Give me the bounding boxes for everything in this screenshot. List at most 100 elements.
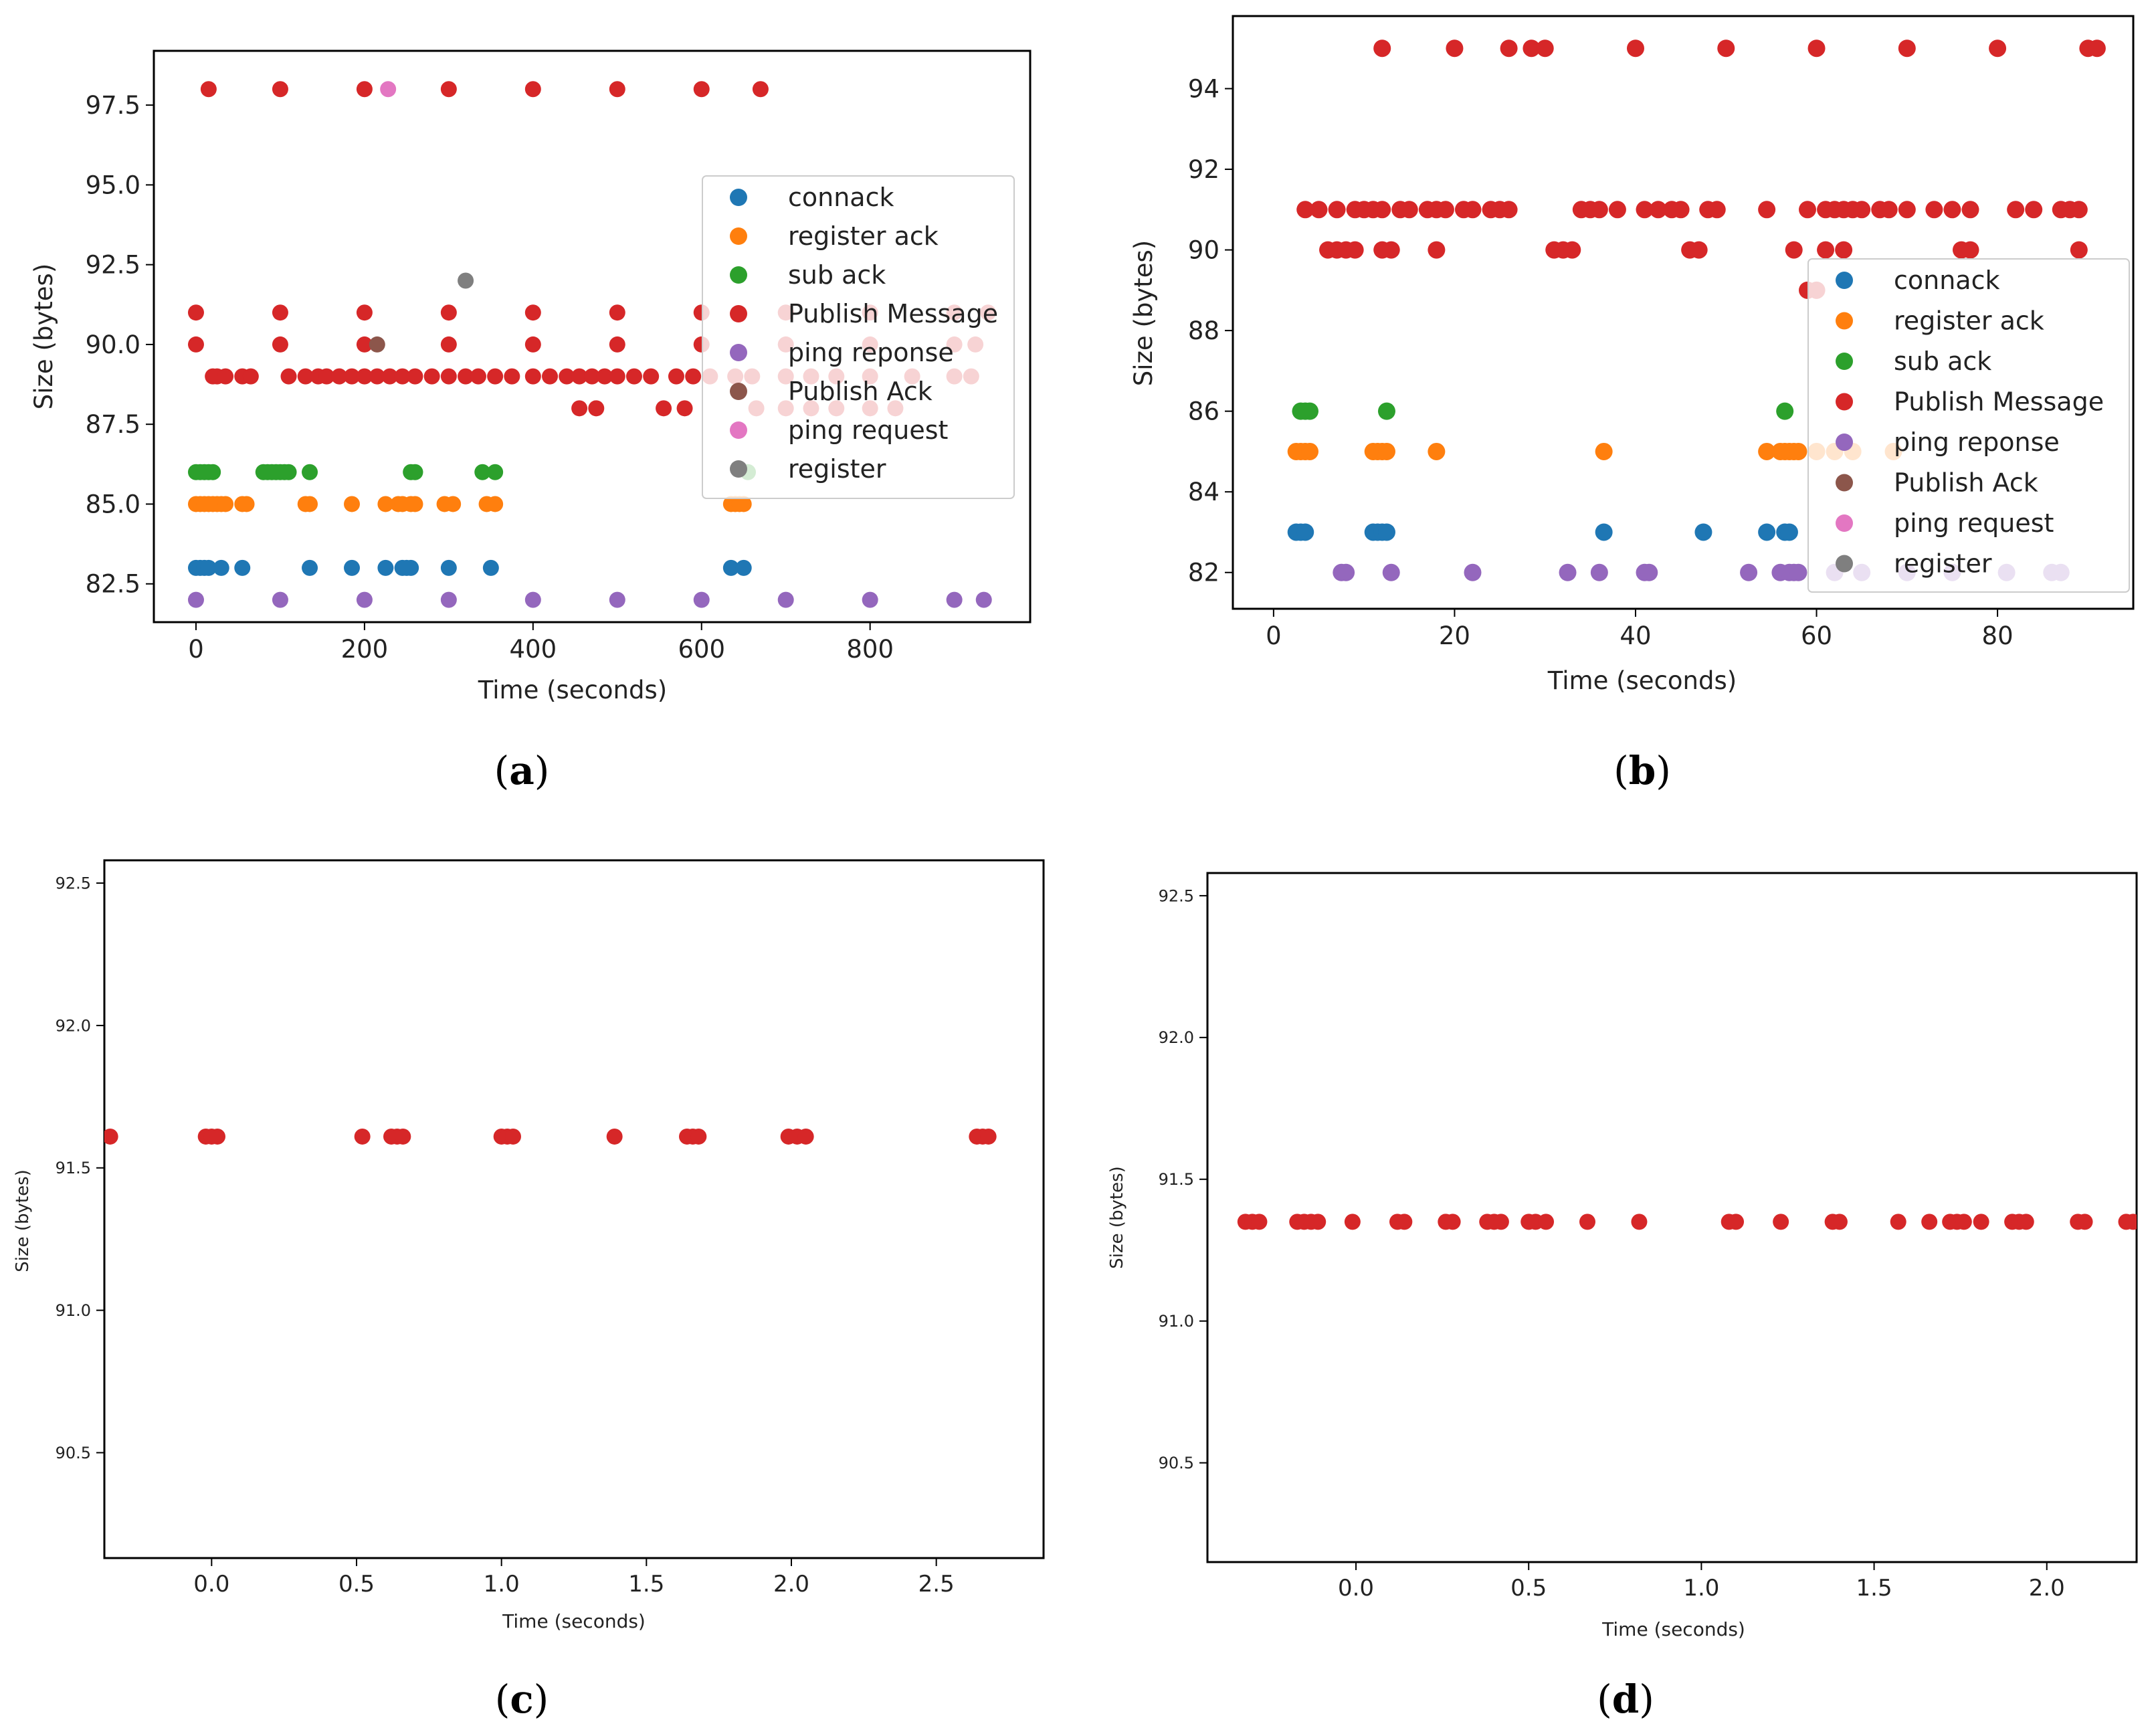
data-point-ping-reponse	[1382, 563, 1400, 581]
data-point-publish-message	[331, 368, 348, 385]
data-point-connack	[1377, 523, 1395, 541]
data-point-ping-reponse	[356, 591, 373, 608]
data-point-publish-message	[354, 1128, 371, 1145]
data-point-publish-message	[394, 368, 411, 385]
data-point-sub-ack	[474, 464, 491, 480]
data-point-publish-message	[1608, 201, 1626, 219]
data-point-register-ack	[1377, 442, 1395, 460]
legend-label-publish-message: Publish Message	[788, 299, 998, 328]
data-point-register-ack	[302, 496, 318, 512]
caption-c-letter: c	[510, 1676, 533, 1722]
data-point-publish-message	[690, 1128, 707, 1145]
data-point-publish-message	[1817, 241, 1835, 259]
data-point-publish-message	[2070, 201, 2088, 219]
x-tick-label: 0.0	[1338, 1575, 1374, 1602]
data-point-register-ack	[1595, 442, 1613, 460]
data-point-publish-message	[1563, 241, 1581, 259]
data-point-publish-message	[440, 336, 457, 353]
x-tick-label: 0	[188, 635, 204, 664]
data-point-publish-message	[2018, 1214, 2034, 1230]
legend-marker-connack	[1836, 272, 1853, 289]
legend-marker-ping-request	[730, 421, 747, 439]
data-point-publish-message	[272, 336, 288, 353]
data-point-connack	[344, 559, 361, 576]
legend-marker-ping-request	[1836, 514, 1853, 532]
data-point-publish-message	[356, 304, 373, 321]
data-point-publish-message	[980, 1128, 997, 1145]
y-tick-label: 90.0	[86, 330, 140, 359]
x-axis-label-a: Time (seconds)	[478, 676, 667, 704]
legend-label-sub-ack: sub ack	[1894, 347, 1991, 376]
data-point-connack	[735, 559, 752, 576]
x-tick-label: 60	[1801, 621, 1832, 650]
y-tick-label: 92.0	[56, 1016, 91, 1035]
data-point-publish-message	[1943, 201, 1961, 219]
y-tick-label: 84	[1188, 478, 1219, 506]
y-tick-label: 90.5	[1159, 1454, 1194, 1472]
x-tick-label: 0.5	[1510, 1575, 1547, 1602]
data-point-publish-message	[1373, 201, 1391, 219]
legend-marker-register	[1836, 555, 1853, 573]
points-d	[1237, 1214, 2137, 1230]
data-point-publish-message	[1773, 1214, 1789, 1230]
data-point-publish-message	[1373, 39, 1391, 58]
data-point-publish-message	[1400, 201, 1418, 219]
data-point-ping-reponse	[975, 591, 992, 608]
x-tick-label: 800	[846, 635, 894, 664]
data-point-connack	[213, 559, 229, 576]
data-point-connack	[1296, 523, 1314, 541]
data-point-publish-message	[440, 81, 457, 98]
data-point-publish-message	[524, 336, 541, 353]
legend-marker-register-ack	[1836, 312, 1853, 330]
data-point-publish-message	[356, 81, 373, 98]
data-point-register-ack	[1428, 442, 1446, 460]
data-point-publish-message	[1785, 241, 1803, 259]
legend-marker-ping-reponse	[730, 344, 747, 361]
data-point-publish-message	[1310, 1214, 1327, 1230]
data-point-publish-message	[685, 368, 702, 385]
data-point-publish-message	[1296, 201, 1314, 219]
panel-d: 0.0 0.5 1.0 1.5 2.0 90.5 91.0 91.5 92.0 92.5 Time…	[1107, 872, 2138, 1722]
data-point-publish-message	[104, 1128, 118, 1145]
data-point-publish-ack	[369, 336, 385, 353]
caption-a: (a)	[494, 748, 550, 793]
axis-ticks-a: 0 200 400 600 800 82.5 85.0 87.5 90.0 92.5 95.0 97.…	[86, 91, 894, 664]
x-tick-label: 0.5	[338, 1571, 375, 1598]
legend-label-sub-ack: sub ack	[788, 260, 886, 290]
legend-label-publish-message: Publish Message	[1894, 387, 2104, 417]
data-point-register-ack	[445, 496, 462, 512]
data-point-sub-ack	[1300, 402, 1318, 420]
data-point-register-ack	[1300, 442, 1318, 460]
data-point-publish-message	[187, 336, 204, 353]
data-point-publish-message	[1649, 201, 1667, 219]
x-tick-label: 600	[678, 635, 725, 664]
legend-a: connack register ack sub ack Publish Messag…	[702, 175, 1015, 499]
data-point-sub-ack	[487, 464, 504, 480]
data-point-publish-message	[356, 336, 373, 353]
data-point-publish-message	[1464, 201, 1482, 219]
data-point-publish-message	[542, 368, 559, 385]
x-axis-label-c: Time (seconds)	[502, 1610, 646, 1632]
data-point-ping-reponse	[1464, 563, 1482, 581]
data-point-register-ack	[735, 496, 752, 512]
y-tick-label: 95.0	[86, 171, 140, 199]
y-tick-label: 91.0	[56, 1301, 91, 1320]
data-point-publish-message	[1672, 201, 1690, 219]
data-point-connack	[1780, 523, 1798, 541]
data-point-publish-message	[1382, 241, 1400, 259]
y-tick-label: 82.5	[86, 570, 140, 599]
legend-marker-publish-message	[730, 305, 747, 322]
y-axis-label-a: Size (bytes)	[29, 264, 58, 410]
legend-marker-ping-reponse	[1836, 434, 1853, 451]
data-point-publish-message	[2125, 1214, 2137, 1230]
data-point-publish-message	[588, 400, 605, 417]
data-point-publish-message	[1310, 201, 1328, 219]
x-tick-label: 2.5	[918, 1571, 955, 1598]
data-point-ping-reponse	[946, 591, 963, 608]
y-tick-label: 91.5	[1159, 1170, 1194, 1189]
legend-marker-publish-ack	[1836, 474, 1853, 492]
data-point-publish-message	[242, 368, 259, 385]
y-tick-label: 82	[1188, 559, 1219, 587]
data-point-ping-reponse	[609, 591, 625, 608]
x-tick-label: 200	[341, 635, 389, 664]
